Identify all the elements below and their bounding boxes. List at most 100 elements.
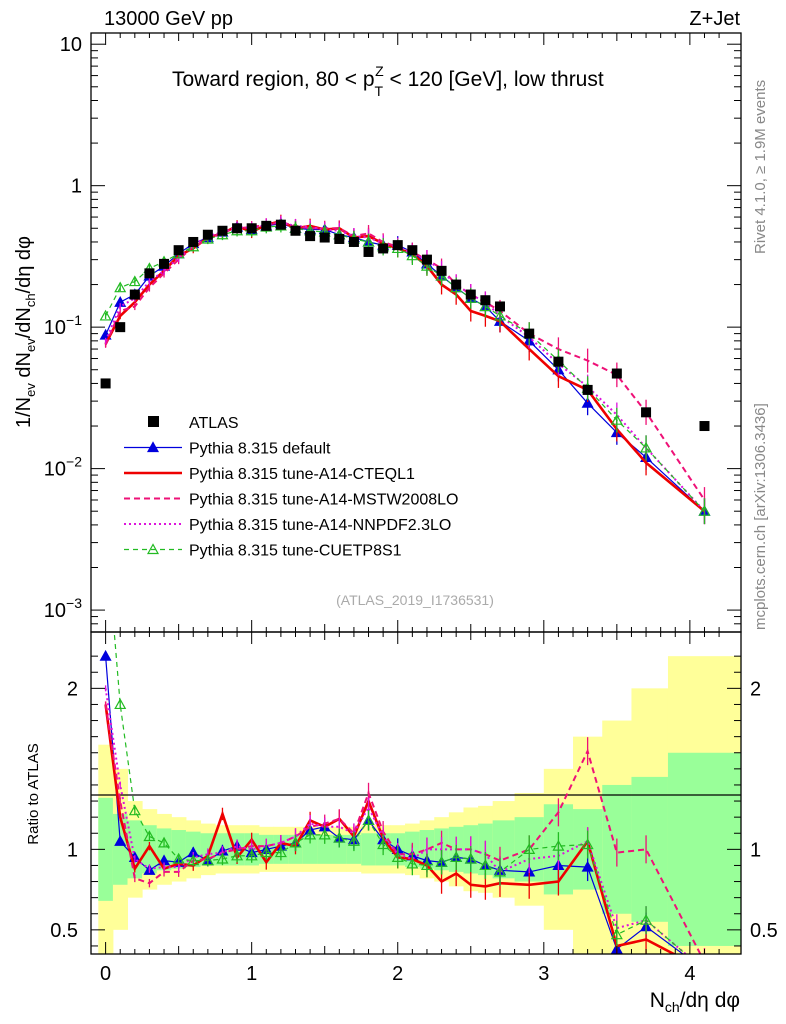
series-marker xyxy=(143,830,156,842)
atlas-data-point xyxy=(480,295,491,306)
atlas-data-point xyxy=(582,384,593,395)
inner-band-bin xyxy=(302,834,318,864)
series-marker xyxy=(114,835,127,846)
atlas-data-point xyxy=(699,421,710,432)
ratio-y-tick-label-right: 1 xyxy=(750,839,761,861)
ratio-plot-frame xyxy=(90,631,742,955)
series-marker xyxy=(347,835,360,846)
series-marker xyxy=(699,965,709,974)
ratio-y-tick-label-left: 2 xyxy=(67,678,78,700)
series-marker xyxy=(216,852,229,864)
legend-marker xyxy=(148,416,159,427)
atlas-data-point xyxy=(319,232,330,243)
series-marker xyxy=(187,854,200,866)
atlas-data-point xyxy=(611,368,622,379)
series-marker xyxy=(523,843,536,854)
x-tick-label: 0 xyxy=(100,963,111,985)
series-line xyxy=(104,704,677,954)
rivet-version-label: Rivet 4.1.0, ≥ 1.9M events xyxy=(752,80,769,254)
series-marker xyxy=(274,846,287,858)
series-marker xyxy=(610,413,623,425)
series-marker xyxy=(552,839,565,851)
atlas-data-point xyxy=(100,378,111,389)
atlas-data-point xyxy=(232,223,243,234)
series-marker xyxy=(420,259,433,271)
legend: ATLAS Pythia 8.315 default Pythia 8.315 tu… xyxy=(124,415,458,560)
atlas-data-point xyxy=(115,322,126,333)
ratio-y-axis-title: Ratio to ATLAS xyxy=(25,743,42,844)
atlas-data-point xyxy=(553,356,564,367)
ratio-y-tick-label-left: 0.5 xyxy=(50,920,78,942)
ratio-uncertainty-bands xyxy=(98,656,741,954)
series-marker xyxy=(698,504,711,516)
series-marker xyxy=(333,831,346,843)
series-marker xyxy=(406,857,419,869)
atlas-data-point xyxy=(451,279,462,290)
inner-band-bin xyxy=(112,813,129,885)
series-marker xyxy=(318,828,331,840)
series-marker xyxy=(99,309,112,321)
atlas-data-point xyxy=(217,225,228,236)
series-marker xyxy=(493,309,507,321)
series-marker xyxy=(610,928,623,940)
atlas-data-point xyxy=(144,268,155,279)
series-line xyxy=(104,704,702,954)
series-marker xyxy=(581,860,594,872)
series-marker xyxy=(128,804,141,816)
series-marker xyxy=(304,828,317,840)
series-marker xyxy=(101,522,111,531)
series-line xyxy=(105,225,705,512)
ratio-plot-series xyxy=(99,522,709,974)
y-tick-label: 10−1 xyxy=(44,312,82,339)
series-marker xyxy=(114,698,127,710)
series-marker xyxy=(640,913,653,925)
series-line xyxy=(105,656,684,954)
legend-label: Pythia 8.315 tune-A14-NNPDF2.3LO xyxy=(189,517,451,534)
series-marker xyxy=(699,965,709,974)
series-line xyxy=(113,632,687,954)
series-marker xyxy=(640,441,653,453)
series-marker xyxy=(146,441,160,453)
atlas-data-point xyxy=(129,289,140,300)
atlas-data-point xyxy=(641,407,652,418)
atlas-data-point xyxy=(173,245,184,256)
x-axis-title: Nch/dη dφ xyxy=(650,989,740,1015)
series-line xyxy=(104,221,706,501)
series-marker xyxy=(362,235,375,247)
mcplots-source-label: mcplots.cern.ch [arXiv:1306.3436] xyxy=(752,403,769,630)
inner-band-bin xyxy=(631,776,669,922)
atlas-data-point xyxy=(378,243,389,254)
series-marker xyxy=(420,859,433,871)
atlas-data-point xyxy=(465,289,476,300)
legend-label: Pythia 8.315 tune-A14-MSTW2008LO xyxy=(189,492,458,509)
x-tick-label: 1 xyxy=(246,963,257,985)
atlas-data-point xyxy=(290,225,301,236)
atlas-data-point xyxy=(275,219,286,230)
main-plot-series xyxy=(99,214,711,525)
series-marker xyxy=(201,854,214,866)
series-marker xyxy=(289,836,302,848)
atlas-data-point xyxy=(392,240,403,251)
atlas-data-point xyxy=(334,233,345,244)
atlas-data-point xyxy=(436,265,447,276)
series-marker xyxy=(479,859,492,871)
series-line xyxy=(105,222,705,512)
atlas-data-point xyxy=(421,254,432,265)
series-marker xyxy=(391,851,404,863)
inner-band-bin xyxy=(492,820,516,879)
atlas-data-point xyxy=(202,229,213,240)
x-tick-label: 3 xyxy=(538,963,549,985)
analysis-watermark: (ATLAS_2019_I1736531) xyxy=(336,592,494,608)
atlas-data-point xyxy=(348,236,359,247)
series-marker xyxy=(450,851,463,863)
ratio-y-tick-label-right: 2 xyxy=(750,678,761,700)
series-marker xyxy=(377,838,390,850)
ratio-y-tick-label-left: 1 xyxy=(67,839,78,861)
atlas-data-point xyxy=(246,223,257,234)
legend-label: Pythia 8.315 tune-A14-CTEQL1 xyxy=(189,466,415,483)
ratio-y-tick-label-right: 0.5 xyxy=(750,920,778,942)
inner-band-bin xyxy=(361,833,377,866)
series-marker xyxy=(581,396,594,408)
header-left: 13000 GeV pp xyxy=(104,8,233,30)
